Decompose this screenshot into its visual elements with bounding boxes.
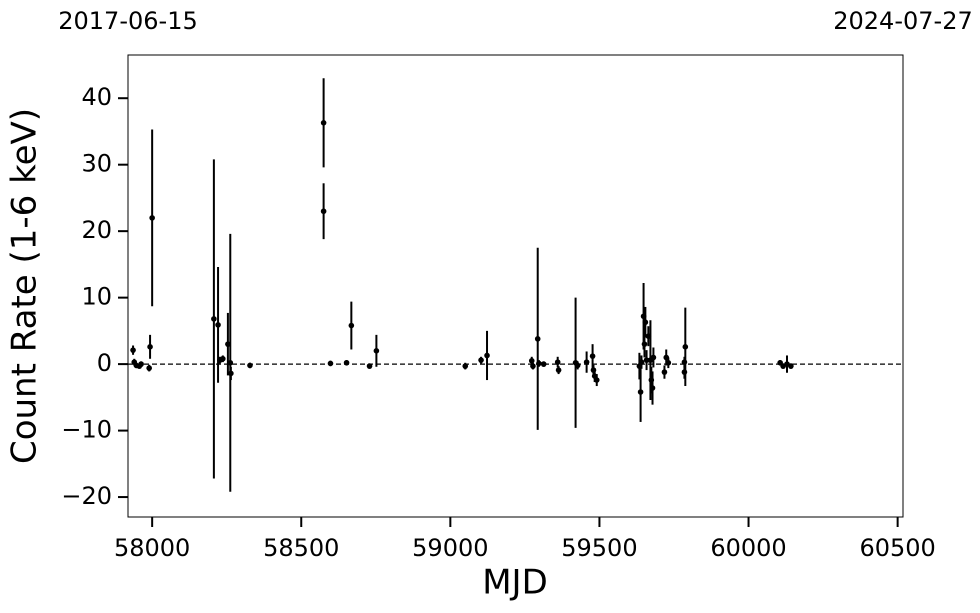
data-point [228,370,234,377]
data-point [530,363,536,369]
data-point [227,359,234,366]
data-point [343,359,350,366]
data-point [130,347,136,353]
top-date-label: 2017-06-15 [58,7,197,35]
data-point [320,120,327,126]
y-tick-label: −10 [61,416,112,444]
data-point [478,357,484,363]
data-point [484,352,490,359]
y-tick-label: 30 [81,150,112,178]
y-tick-label: 40 [81,83,112,111]
y-tick-label: 20 [81,216,112,244]
data-point [327,360,334,367]
x-axis-label: MJD [482,563,548,603]
data-point [583,359,590,365]
data-point [348,322,355,329]
data-point [593,377,600,383]
x-tick-label: 58500 [263,534,339,562]
x-tick-label: 60500 [859,534,935,562]
data-point [247,362,253,369]
data-point [641,341,648,347]
data-point [540,361,547,367]
y-axis-label: Count Rate (1-6 keV) [5,108,45,464]
plot-frame [127,54,904,518]
data-point [146,365,152,371]
data-point [665,359,672,366]
data-point [788,363,794,369]
data-point [528,357,535,364]
data-point [649,385,656,391]
data-point [220,355,226,362]
x-tick-label: 60000 [710,534,786,562]
data-point [642,319,649,326]
data-point [555,367,562,373]
data-point [534,336,541,342]
data-point [638,359,645,365]
data-point [574,362,581,369]
data-point [637,389,644,395]
x-tick-label: 59500 [561,534,637,562]
data-point [147,344,153,350]
y-tick-label: 10 [81,283,112,311]
data-point [536,360,542,367]
data-point [373,348,380,354]
data-point [149,215,155,221]
y-tick-label: 0 [97,349,112,377]
data-point [215,322,221,328]
data-point [682,344,689,350]
data-point [211,316,217,322]
data-point [320,208,327,215]
x-tick-label: 59000 [412,534,488,562]
y-tick-label: −20 [61,482,112,510]
data-point [661,369,668,375]
top-date-label: 2024-07-27 [833,7,972,35]
data-point [138,361,144,367]
data-point [643,357,650,363]
data-point [589,353,596,359]
data-point [554,359,561,365]
data-point [650,354,657,361]
data-point [462,363,469,369]
x-tick-label: 58000 [114,534,190,562]
data-point [366,363,373,369]
